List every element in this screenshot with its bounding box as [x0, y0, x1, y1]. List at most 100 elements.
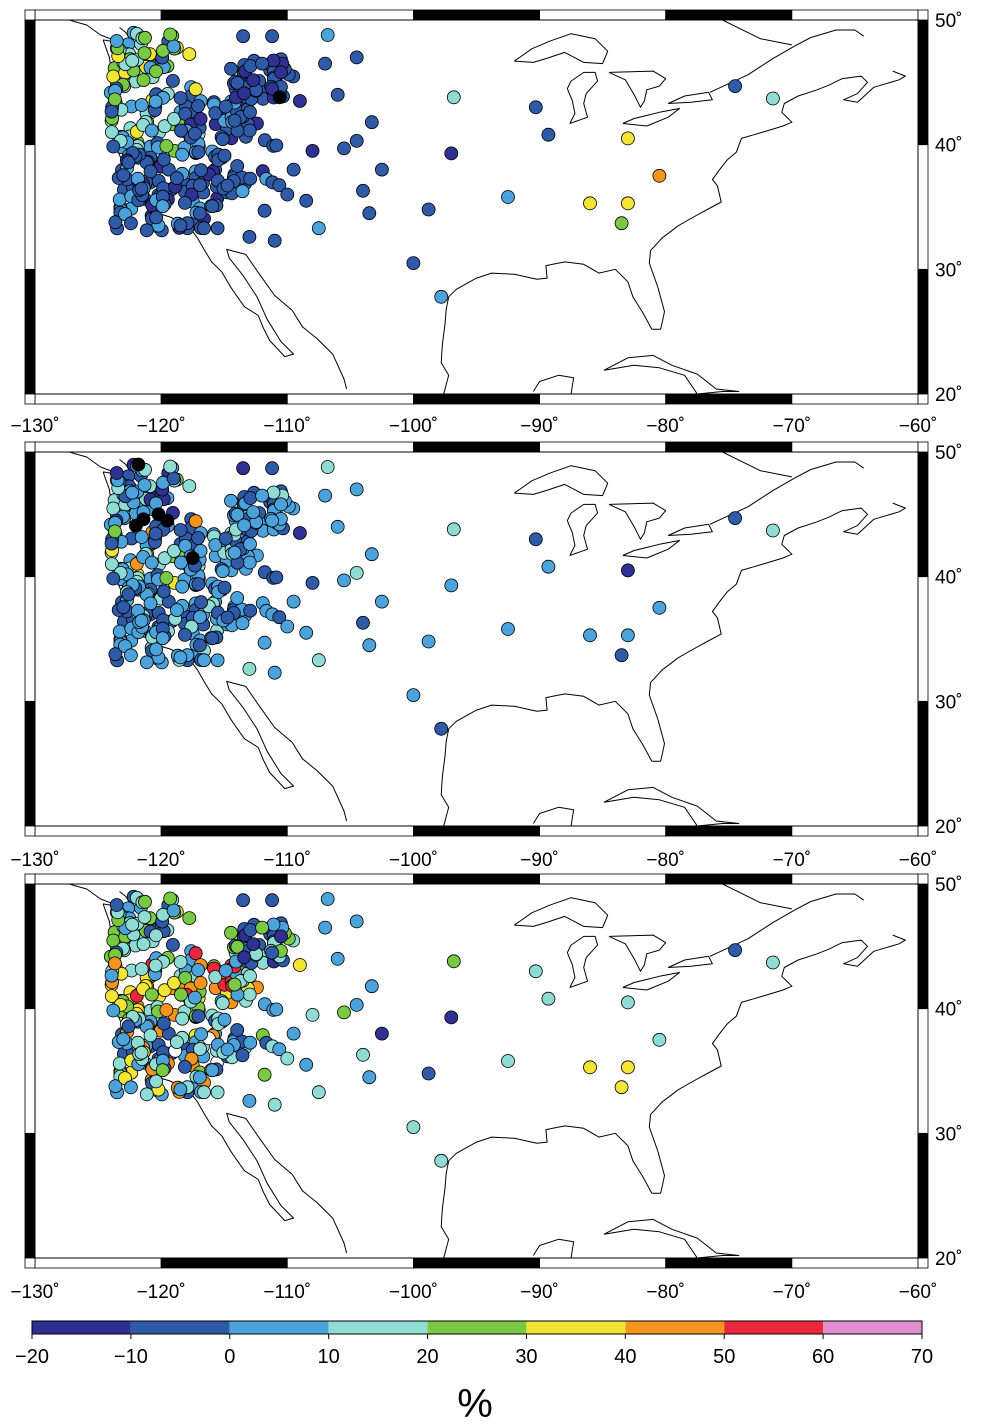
frame-segment-top [413, 9, 540, 21]
station-marker [349, 482, 364, 497]
coastline-7 [566, 71, 599, 124]
lon-tick-label: −120˚ [137, 850, 186, 871]
station-marker [188, 82, 203, 97]
colorbar-swatch [823, 1321, 922, 1334]
station-marker-special [185, 551, 200, 565]
stations [103, 457, 780, 736]
station-marker [272, 178, 287, 193]
station-marker [108, 215, 123, 230]
station-marker [157, 119, 172, 134]
colorbar-tick-label: 60 [812, 1346, 834, 1368]
station-marker [121, 1019, 136, 1034]
station-marker [766, 955, 780, 970]
frame-segment-bottom [413, 1257, 540, 1269]
station-marker [169, 603, 184, 617]
station-marker [728, 511, 742, 525]
station-marker [144, 555, 159, 570]
station-marker [292, 94, 307, 108]
station-marker [137, 46, 152, 60]
station-marker [173, 218, 188, 233]
station-marker [501, 190, 515, 204]
station-marker [362, 1070, 377, 1085]
frame-segment-bottom [665, 825, 793, 837]
colorbar-unit-label: % [457, 1382, 493, 1426]
station-marker [220, 178, 235, 193]
station-marker [156, 152, 171, 167]
station-marker [175, 1011, 190, 1026]
station-marker [292, 958, 307, 972]
map-border [34, 883, 919, 1259]
station-marker [166, 471, 181, 486]
station-marker [237, 518, 252, 533]
colorbar-tick-label: 10 [318, 1346, 340, 1368]
station-marker [728, 943, 742, 957]
station-marker [528, 532, 543, 547]
station-marker [766, 91, 780, 106]
station-marker [193, 976, 208, 990]
station-marker [116, 600, 131, 615]
coastline-9 [622, 108, 681, 127]
frame-segment-top [413, 441, 540, 453]
lat-tick-label: 40˚ [935, 136, 962, 157]
colorbar-tick-label: 50 [713, 1346, 735, 1368]
stations [103, 889, 780, 1168]
station-marker [269, 1002, 284, 1017]
frame-segment-top [665, 9, 793, 21]
colorbar-swatch [625, 1321, 725, 1334]
lon-tick-label: −90˚ [520, 1282, 559, 1303]
station-marker [236, 461, 251, 476]
station-marker [134, 613, 149, 628]
station-marker [356, 183, 370, 198]
map-frame [24, 873, 929, 1269]
station-marker [166, 903, 181, 918]
station-marker [286, 162, 301, 177]
station-marker [193, 112, 208, 126]
station-marker [217, 1012, 232, 1027]
station-marker [177, 195, 192, 210]
coastline-8 [608, 502, 667, 540]
station-marker [109, 898, 124, 912]
station-marker [266, 485, 281, 500]
station-marker [205, 199, 220, 214]
station-marker [175, 579, 190, 594]
lat-tick-label: 50˚ [935, 875, 962, 896]
station-marker [218, 963, 233, 978]
station-marker [272, 1042, 287, 1057]
coastline-1 [440, 70, 906, 394]
station-marker [434, 1153, 449, 1168]
colorbar-swatch [724, 1321, 824, 1334]
station-marker [364, 115, 379, 130]
station-marker [265, 81, 280, 96]
lon-tick-label: −100˚ [389, 1282, 438, 1303]
station-marker [159, 1003, 174, 1017]
coastline-6 [514, 897, 609, 929]
frame-segment-bottom [34, 825, 162, 837]
station-marker [193, 1042, 207, 1056]
station-marker [149, 928, 163, 943]
station-marker [311, 653, 326, 668]
station-marker [614, 648, 629, 663]
station-marker [191, 145, 206, 160]
station-marker [148, 526, 163, 541]
station-marker [242, 987, 257, 1002]
coastline-10 [667, 523, 713, 536]
lat-tick-label: 30˚ [935, 1124, 962, 1145]
colorbar-tick-label: −10 [114, 1346, 148, 1368]
station-marker [197, 653, 211, 668]
station-marker [230, 507, 245, 522]
coastline-4 [603, 786, 740, 826]
station-marker [116, 168, 131, 183]
map-panel-1: −130˚ −120˚ −110˚ −100˚ −90˚ −80˚ −70˚ −60˚ 20˚ 3… [10, 9, 962, 437]
coastline-7 [566, 503, 599, 556]
station-marker [621, 563, 635, 578]
lon-tick-labels: −130˚ −120˚ −110˚ −100˚ −90˚ −80˚ −70˚ −60˚ [10, 1282, 937, 1303]
station-marker [123, 216, 138, 231]
station-marker [116, 1032, 131, 1047]
station-marker [194, 595, 209, 610]
station-marker [197, 221, 211, 236]
stations [103, 25, 780, 304]
lat-tick-label: 50˚ [935, 11, 962, 32]
coastline-14 [68, 452, 118, 474]
station-marker [528, 100, 543, 115]
